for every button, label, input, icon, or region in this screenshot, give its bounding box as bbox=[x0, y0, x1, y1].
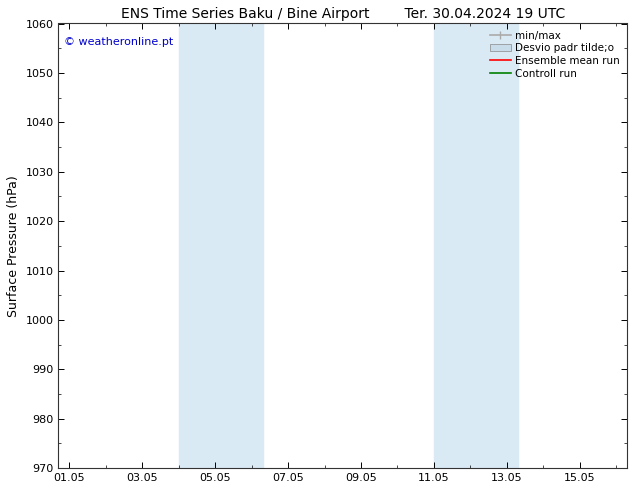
Legend: min/max, Desvio padr tilde;o, Ensemble mean run, Controll run: min/max, Desvio padr tilde;o, Ensemble m… bbox=[488, 29, 622, 81]
Text: © weatheronline.pt: © weatheronline.pt bbox=[64, 37, 174, 47]
Title: ENS Time Series Baku / Bine Airport        Ter. 30.04.2024 19 UTC: ENS Time Series Baku / Bine Airport Ter.… bbox=[120, 7, 565, 21]
Bar bbox=[179, 24, 262, 468]
Y-axis label: Surface Pressure (hPa): Surface Pressure (hPa) bbox=[7, 175, 20, 317]
Bar bbox=[434, 24, 518, 468]
